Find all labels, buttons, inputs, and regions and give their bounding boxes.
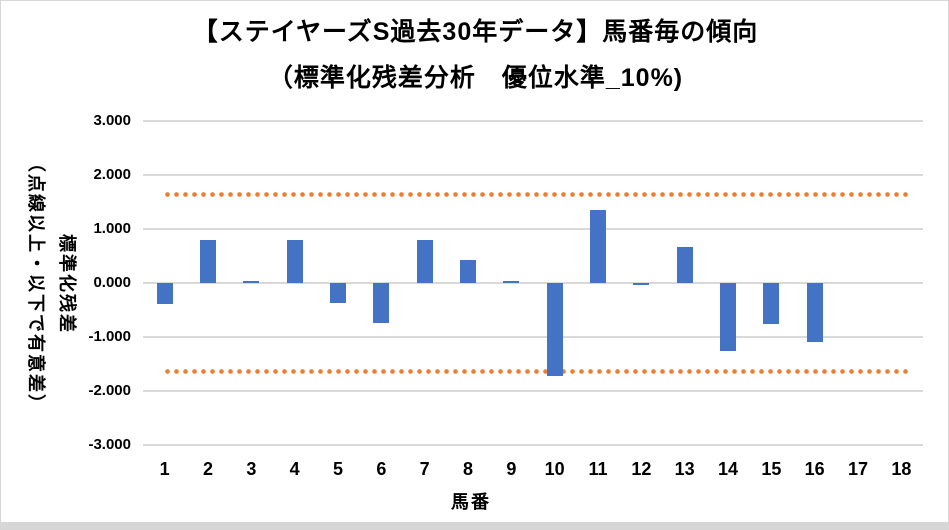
y-tick-label: -3.000	[88, 436, 131, 453]
x-tick-label: 17	[847, 459, 869, 479]
bar-horse-11	[590, 209, 606, 283]
x-tick-label: 16	[804, 459, 825, 479]
bar-horse-4	[286, 239, 303, 283]
x-tick-label: 15	[761, 459, 782, 479]
bar-horse-7	[416, 239, 433, 283]
x-tick-label: 9	[506, 459, 517, 479]
x-axis-title: 馬番	[451, 492, 491, 512]
significance-line-lower	[163, 369, 911, 375]
x-tick-label: 8	[462, 459, 473, 479]
x-tick-label: 2	[202, 459, 213, 479]
bar-horse-16	[806, 283, 823, 342]
x-tick-label: 11	[588, 459, 608, 479]
bar-horse-15	[763, 283, 780, 325]
significance-line-upper	[163, 191, 911, 197]
x-tick-label: 14	[717, 459, 739, 479]
bar-horse-8	[460, 259, 476, 283]
bar-horse-10	[546, 283, 563, 376]
bar-horse-6	[373, 283, 390, 323]
x-tick-label: 3	[246, 459, 257, 479]
gridline	[143, 120, 923, 122]
gridline	[143, 336, 923, 338]
y-tick-label: 0.000	[93, 274, 131, 291]
y-tick-label: 1.000	[93, 220, 131, 237]
x-tick-label: 12	[631, 459, 652, 479]
chart-title: 【ステイヤーズS過去30年データ】馬番毎の傾向 （標準化残差分析 優位水準_10…	[1, 9, 948, 101]
x-tick-label: 4	[289, 459, 300, 479]
bar-horse-2	[200, 239, 216, 283]
bar-horse-12	[633, 283, 650, 286]
bar-horse-3	[243, 280, 260, 283]
x-tick-label: 7	[419, 459, 430, 479]
x-tick-label: 6	[376, 459, 387, 479]
x-tick-label: 5	[332, 459, 343, 479]
bottom-border-band	[1, 522, 948, 529]
bar-horse-13	[676, 247, 693, 283]
gridline	[143, 282, 923, 284]
chart-title-line1: 【ステイヤーズS過去30年データ】馬番毎の傾向	[192, 18, 759, 46]
bar-horse-5	[330, 283, 346, 303]
gridline	[143, 228, 923, 230]
y-tick-label: 3.000	[93, 112, 131, 129]
gridline	[143, 174, 923, 176]
gridline	[143, 444, 923, 446]
bar-horse-9	[503, 280, 520, 283]
bar-horse-14	[720, 283, 736, 352]
y-tick-label: 2.000	[93, 166, 131, 183]
bar-horse-1	[156, 283, 173, 304]
y-tick-label: -2.000	[88, 382, 131, 399]
chart-title-line2: （標準化残差分析 優位水準_10%)	[267, 64, 684, 92]
gridline	[143, 390, 923, 392]
y-tick-label: -1.000	[88, 328, 131, 345]
x-tick-label: 1	[159, 459, 170, 479]
x-tick-label: 10	[544, 459, 565, 479]
x-tick-label: 18	[891, 459, 912, 479]
x-tick-label: 13	[674, 459, 695, 479]
